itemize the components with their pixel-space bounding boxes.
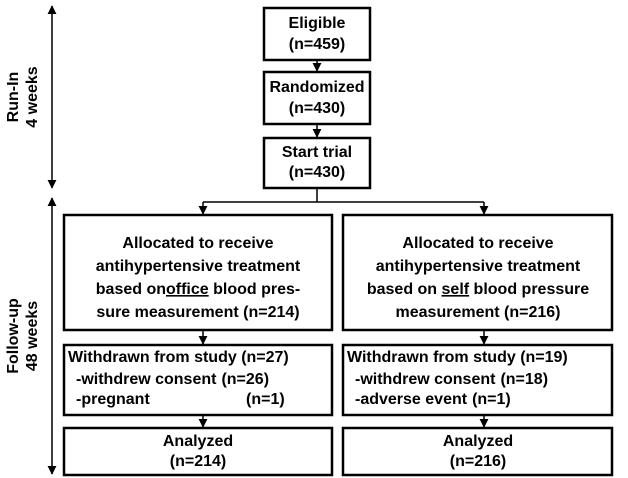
box: [262, 6, 372, 62]
phase-label: Run-In 4 weeks: [5, 66, 41, 127]
analyzed-count: (n=214): [170, 453, 226, 470]
node-count: (n=459): [289, 36, 345, 53]
box: [341, 343, 614, 417]
basis: office: [166, 281, 209, 298]
withdrawn-reason: -pregnant (n=1): [76, 391, 285, 408]
phase-name: Follow-up: [5, 298, 22, 374]
box: [341, 213, 614, 332]
reason: -withdrew consent: [355, 371, 496, 388]
phase-duration: 48 weeks: [24, 301, 41, 371]
withdrawn-title: Withdrawn from study (n=27): [68, 349, 289, 366]
reason: -adverse event: [355, 391, 468, 408]
allocation-line: measurement (n=216): [396, 304, 561, 321]
withdrawn-title: Withdrawn from study (n=19): [347, 349, 568, 366]
reason: -withdrew consent: [76, 371, 217, 388]
box: [62, 343, 334, 417]
node-label: Eligible: [289, 15, 346, 32]
allocation-line: antihypertensive treatment: [96, 258, 301, 275]
reason-count: (n=26): [221, 371, 269, 388]
box: [341, 426, 614, 477]
allocation-line: antihypertensive treatment: [376, 258, 581, 275]
allocation-line: Allocated to receive: [122, 235, 273, 252]
reason-count: (n=1): [246, 391, 285, 408]
reason: -pregnant: [76, 391, 150, 408]
basis-suffix: blood pressure: [469, 281, 589, 298]
basis-prefix: based on: [96, 281, 166, 298]
phase-label: Follow-up 48 weeks: [5, 298, 41, 374]
basis-suffix: blood pres-: [209, 281, 301, 298]
allocation-line: sure measurement (n=214): [96, 304, 299, 321]
basis-prefix: based on: [367, 281, 442, 298]
node-count: (n=430): [289, 100, 345, 117]
node-label: Start trial: [282, 144, 352, 161]
allocation-line: based onoffice blood pres-: [96, 281, 300, 298]
basis: self: [442, 281, 470, 298]
reason-count: (n=1): [472, 391, 511, 408]
box: [62, 426, 334, 477]
node-count: (n=430): [289, 164, 345, 181]
node-label: Randomized: [269, 79, 364, 96]
box: [262, 136, 372, 190]
withdrawn-reason: -withdrew consent (n=18): [355, 371, 548, 388]
withdrawn-reason: -withdrew consent (n=26): [76, 371, 269, 388]
analyzed-label: Analyzed: [163, 433, 233, 450]
allocation-line: Allocated to receive: [402, 235, 553, 252]
arms: Allocated to receive antihypertensive tre…: [68, 235, 589, 470]
box: [62, 213, 334, 332]
phase-duration: 4 weeks: [24, 66, 41, 127]
allocation-line: based on self blood pressure: [367, 281, 589, 298]
analyzed-label: Analyzed: [443, 433, 513, 450]
phase-name: Run-In: [5, 72, 22, 123]
reason-count: (n=18): [500, 371, 548, 388]
box: [262, 70, 372, 126]
analyzed-count: (n=216): [450, 453, 506, 470]
withdrawn-reason: -adverse event (n=1): [355, 391, 511, 408]
